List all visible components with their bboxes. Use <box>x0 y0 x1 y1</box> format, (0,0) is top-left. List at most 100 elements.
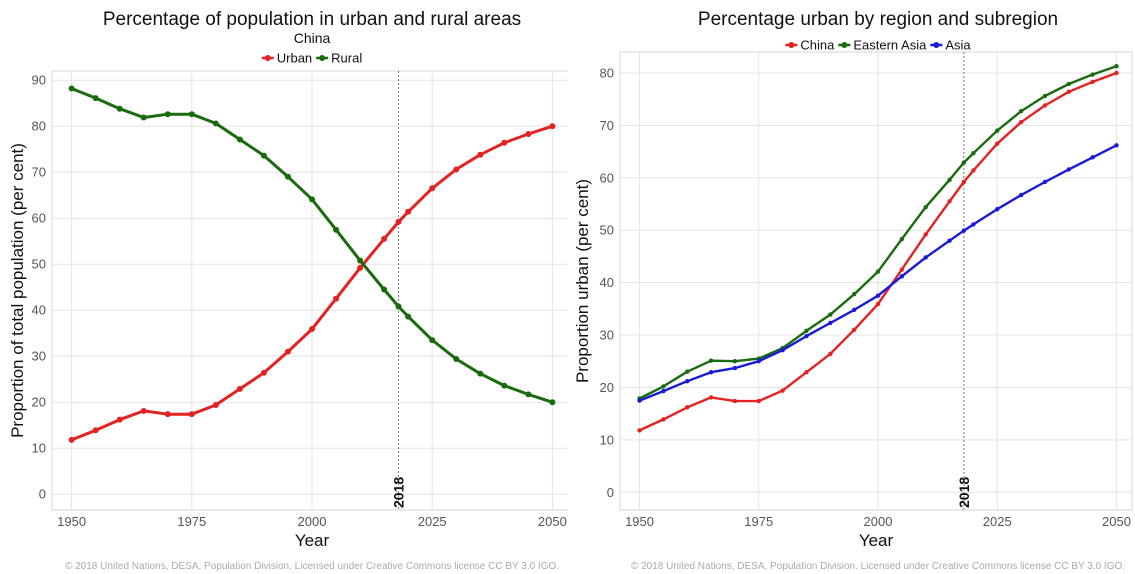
data-point-rural <box>381 286 388 293</box>
chart-urban-by-region: 0 10 20 30 40 50 60 70 80 1950 1975 2000 2025 2050 201… <box>573 9 1133 572</box>
data-point-rural <box>68 85 75 92</box>
data-point-china <box>851 327 857 332</box>
data-point-rural <box>477 370 484 377</box>
x-tick-label: 2025 <box>418 514 447 529</box>
data-point-urban <box>549 123 556 130</box>
data-point-china <box>995 141 1000 146</box>
data-point-urban <box>164 411 171 418</box>
credit-text: © 2018 United Nations, DESA, Population … <box>65 561 559 572</box>
x-tick-label: 1950 <box>625 514 654 529</box>
data-point-urban <box>381 235 388 242</box>
data-point-eastern-asia <box>961 160 967 165</box>
data-point-china <box>1018 120 1024 125</box>
data-point-rural <box>164 111 171 118</box>
data-point-china <box>780 388 785 393</box>
data-point-rural <box>140 114 147 121</box>
legend: China Eastern Asia Asia <box>785 38 971 53</box>
data-point-rural <box>333 226 340 233</box>
data-point-china <box>1066 89 1071 95</box>
legend-item: China <box>785 38 835 53</box>
data-point-urban <box>212 401 219 408</box>
reference-line-label: 2018 <box>391 477 407 508</box>
data-point-asia <box>708 370 714 375</box>
credit-text: © 2018 United Nations, DESA, Population … <box>631 561 1125 572</box>
data-point-eastern-asia <box>995 128 1000 133</box>
legend-label: Asia <box>945 38 971 53</box>
y-tick-label: 20 <box>600 380 614 395</box>
data-point-eastern-asia <box>828 312 833 317</box>
data-point-urban <box>395 218 402 225</box>
series-line-urban <box>71 124 553 442</box>
legend-label: China <box>800 38 835 53</box>
y-tick-label: 40 <box>600 275 614 290</box>
chart-subtitle: China <box>294 30 331 46</box>
data-point-urban <box>140 407 147 414</box>
x-axis-label: Year <box>859 531 894 550</box>
data-point-eastern-asia <box>708 358 714 363</box>
data-point-asia <box>875 293 881 298</box>
data-point-asia <box>961 228 967 233</box>
data-point-asia <box>995 207 1000 212</box>
series-line-asia <box>639 144 1118 402</box>
data-point-rural <box>236 136 243 143</box>
data-point-urban <box>525 131 532 138</box>
y-tick-label: 10 <box>32 441 46 456</box>
data-point-rural <box>549 399 556 406</box>
y-tick-label: 60 <box>600 170 614 185</box>
y-tick-label: 30 <box>32 349 46 364</box>
y-tick-label: 50 <box>600 223 614 238</box>
data-point-urban <box>453 166 460 173</box>
data-point-urban <box>357 264 364 271</box>
data-point-urban <box>284 348 291 355</box>
y-tick-label: 80 <box>600 65 614 80</box>
x-axis-label: Year <box>295 531 330 550</box>
y-axis-label: Proportion urban (per cent) <box>573 179 592 383</box>
data-point-rural <box>453 355 460 362</box>
data-point-asia <box>923 255 928 260</box>
data-point-rural <box>357 257 364 264</box>
data-point-rural <box>395 303 402 310</box>
data-point-asia <box>1018 192 1024 198</box>
data-point-eastern-asia <box>1066 81 1071 87</box>
data-point-china <box>899 267 905 272</box>
data-point-eastern-asia <box>1018 109 1024 114</box>
data-point-asia <box>971 222 976 227</box>
legend-label: Urban <box>277 51 312 66</box>
plot-panel <box>51 70 568 511</box>
data-point-china <box>971 168 976 173</box>
chart-title: Percentage of population in urban and ru… <box>103 9 521 30</box>
legend: Urban Rural <box>261 51 362 66</box>
data-point-urban <box>405 208 412 215</box>
data-point-china <box>947 199 952 204</box>
x-tick-label: 1950 <box>57 514 86 529</box>
data-point-rural <box>429 337 436 344</box>
data-point-rural <box>501 382 508 389</box>
legend-swatch-point <box>319 55 326 61</box>
data-point-asia <box>685 378 690 384</box>
y-tick-label: 60 <box>32 211 46 226</box>
data-point-eastern-asia <box>685 369 690 374</box>
data-point-eastern-asia <box>923 204 928 210</box>
legend-swatch-point <box>841 42 848 48</box>
data-point-asia <box>804 333 809 339</box>
y-tick-label: 70 <box>32 165 46 180</box>
y-tick-label: 30 <box>600 328 614 343</box>
data-point-urban <box>309 326 315 333</box>
data-point-eastern-asia <box>1090 72 1095 77</box>
data-point-china <box>756 398 761 404</box>
data-point-rural <box>212 120 219 127</box>
reference-line-label: 2018 <box>956 477 972 508</box>
legend-swatch-point <box>788 42 795 48</box>
data-point-china <box>685 405 690 410</box>
y-tick-label: 0 <box>607 485 614 500</box>
data-point-china <box>828 351 833 357</box>
data-point-china <box>661 417 666 422</box>
legend-item: Rural <box>316 51 362 66</box>
data-point-asia <box>828 320 833 326</box>
data-point-rural <box>284 173 291 180</box>
data-point-eastern-asia <box>732 359 738 364</box>
x-tick-label: 1975 <box>744 514 773 529</box>
data-point-eastern-asia <box>1114 63 1119 69</box>
data-point-china <box>1090 79 1095 85</box>
data-point-asia <box>637 398 642 403</box>
